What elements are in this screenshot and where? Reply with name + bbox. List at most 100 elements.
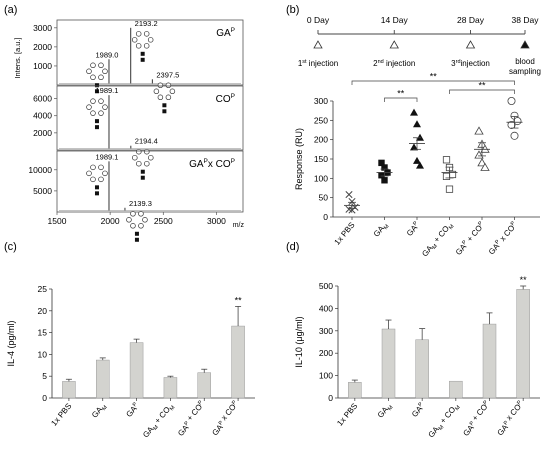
triangle-open-icon [465, 40, 476, 49]
data-point-circle-open [513, 117, 522, 126]
mannose-circle [144, 160, 150, 167]
mannose-circle [90, 74, 96, 81]
mannose-circle [98, 164, 104, 171]
x-tick-label: GAP x COP [493, 399, 528, 437]
peak-label: 2397.5 [156, 70, 179, 79]
data-point-cross [348, 197, 356, 206]
glycan-structure-icon [131, 31, 154, 62]
bar [163, 377, 178, 399]
sample-label: GAP [216, 27, 235, 39]
panel-label-c: (c) [4, 241, 17, 253]
mannose-circle [102, 104, 108, 110]
y-tick-label: 1000 [33, 61, 52, 71]
peak-label: 1989.1 [96, 86, 119, 95]
data-point-square-filled [378, 172, 385, 179]
x-tick-label: GAP [410, 401, 427, 419]
mannose-circle [131, 37, 138, 43]
glcnac-square [140, 175, 145, 180]
data-point-square-open [442, 172, 451, 180]
mannose-circle [132, 154, 138, 161]
mannose-circle [135, 43, 142, 49]
mannose-circle [86, 104, 92, 110]
significance-label: ** [430, 72, 438, 82]
timeline-event-label: 1st injection [298, 59, 338, 68]
y-tick-label: 400 [319, 303, 333, 313]
glcnac-square [94, 191, 99, 196]
data-point-cross [345, 191, 353, 199]
glcnac-square [140, 51, 145, 56]
panel-d-bar-chart: 0 100 200 300 400 500 IL-10 (μg/ml) 1x PBS GAM GA… [294, 275, 540, 440]
timeline-event-label: 2nd injection [373, 59, 415, 68]
y-tick-label: 5 [42, 371, 47, 381]
significance-label: ** [397, 89, 405, 99]
data-point-triangle-filled [410, 143, 418, 151]
panel-label-b: (b) [286, 4, 299, 16]
y-tick-label: 100 [319, 371, 333, 381]
y-tick-label: 10000 [28, 165, 52, 175]
data-point-triangle-filled [416, 161, 424, 169]
timeline-day-label: 28 Day [457, 15, 485, 25]
peak-label: 1989.1 [96, 152, 119, 161]
x-tick-label: 1x PBS [332, 221, 356, 247]
significance-bracket [384, 97, 418, 102]
mannose-circle [138, 223, 144, 229]
data-point-triangle-filled [410, 108, 418, 116]
y-tick-label: 4000 [33, 111, 52, 121]
mannose-circle [98, 176, 104, 183]
data-point-cross [348, 206, 356, 214]
data-point-triangle-open [477, 158, 487, 167]
x-tick-label: GAM + COM [427, 401, 463, 440]
mannose-circle [144, 148, 150, 155]
mannose-circle [157, 94, 164, 101]
data-point-circle-open [507, 120, 516, 129]
data-point-triangle-open [474, 150, 484, 159]
mannose-circle [143, 43, 150, 49]
mannose-circle [169, 88, 176, 95]
panel-a-mass-spectra: 1000 2000 3000 1989.0 2193.2 2397.5 GAP 2000 400… [13, 19, 244, 242]
significance-bracket [449, 89, 515, 94]
sample-label: GAPx COP [189, 158, 235, 170]
mannose-circle [90, 164, 96, 171]
mannose-circle [142, 217, 148, 223]
sample-label: COP [216, 93, 235, 105]
mannose-circle [98, 74, 104, 81]
significance-label: ** [478, 81, 486, 91]
y-tick-label: 2000 [33, 128, 52, 138]
y-tick-label: 100 [314, 173, 328, 183]
mannose-circle [165, 82, 172, 89]
glycan-structure-icon [86, 62, 108, 94]
y-tick-label: 250 [314, 115, 328, 125]
x-tick-label: GAP x COP [208, 399, 243, 437]
x-tick-label: GAP + COP [174, 399, 209, 438]
mannose-circle [130, 223, 136, 229]
triangle-open-icon [389, 40, 399, 49]
mannose-circle [102, 68, 108, 75]
x-tick-label: 2000 [101, 216, 120, 226]
x-tick-label: GAM + COM [141, 401, 177, 440]
glcnac-square [162, 103, 167, 108]
data-point-square-filled [381, 177, 388, 184]
glcnac-square [94, 89, 99, 94]
significance-label: ** [520, 275, 528, 285]
x-tick-label: GAM [372, 220, 391, 240]
peak-label: 1989.0 [95, 50, 118, 59]
glcnac-square [140, 169, 145, 174]
data-point-circle-open [510, 131, 519, 140]
mannose-circle [102, 170, 108, 177]
y-axis-label: IL-4 (pg/ml) [6, 320, 16, 366]
x-tick-label: GAM [376, 401, 395, 421]
timeline-day-label: 0 Day [307, 15, 330, 25]
timeline-day-label: 38 Day [512, 15, 540, 25]
y-tick-label: 0 [323, 212, 328, 222]
data-point-triangle-filled [413, 156, 421, 164]
y-tick-label: 300 [314, 96, 328, 106]
mannose-circle [136, 148, 142, 155]
y-tick-label: 5000 [33, 186, 52, 196]
mannose-circle [138, 211, 144, 217]
mannose-circle [157, 82, 164, 89]
peak-label: 2139.3 [129, 199, 152, 208]
mannose-circle [135, 31, 142, 37]
data-point-square-filled [378, 159, 385, 167]
x-tick-label: 2500 [154, 216, 173, 226]
